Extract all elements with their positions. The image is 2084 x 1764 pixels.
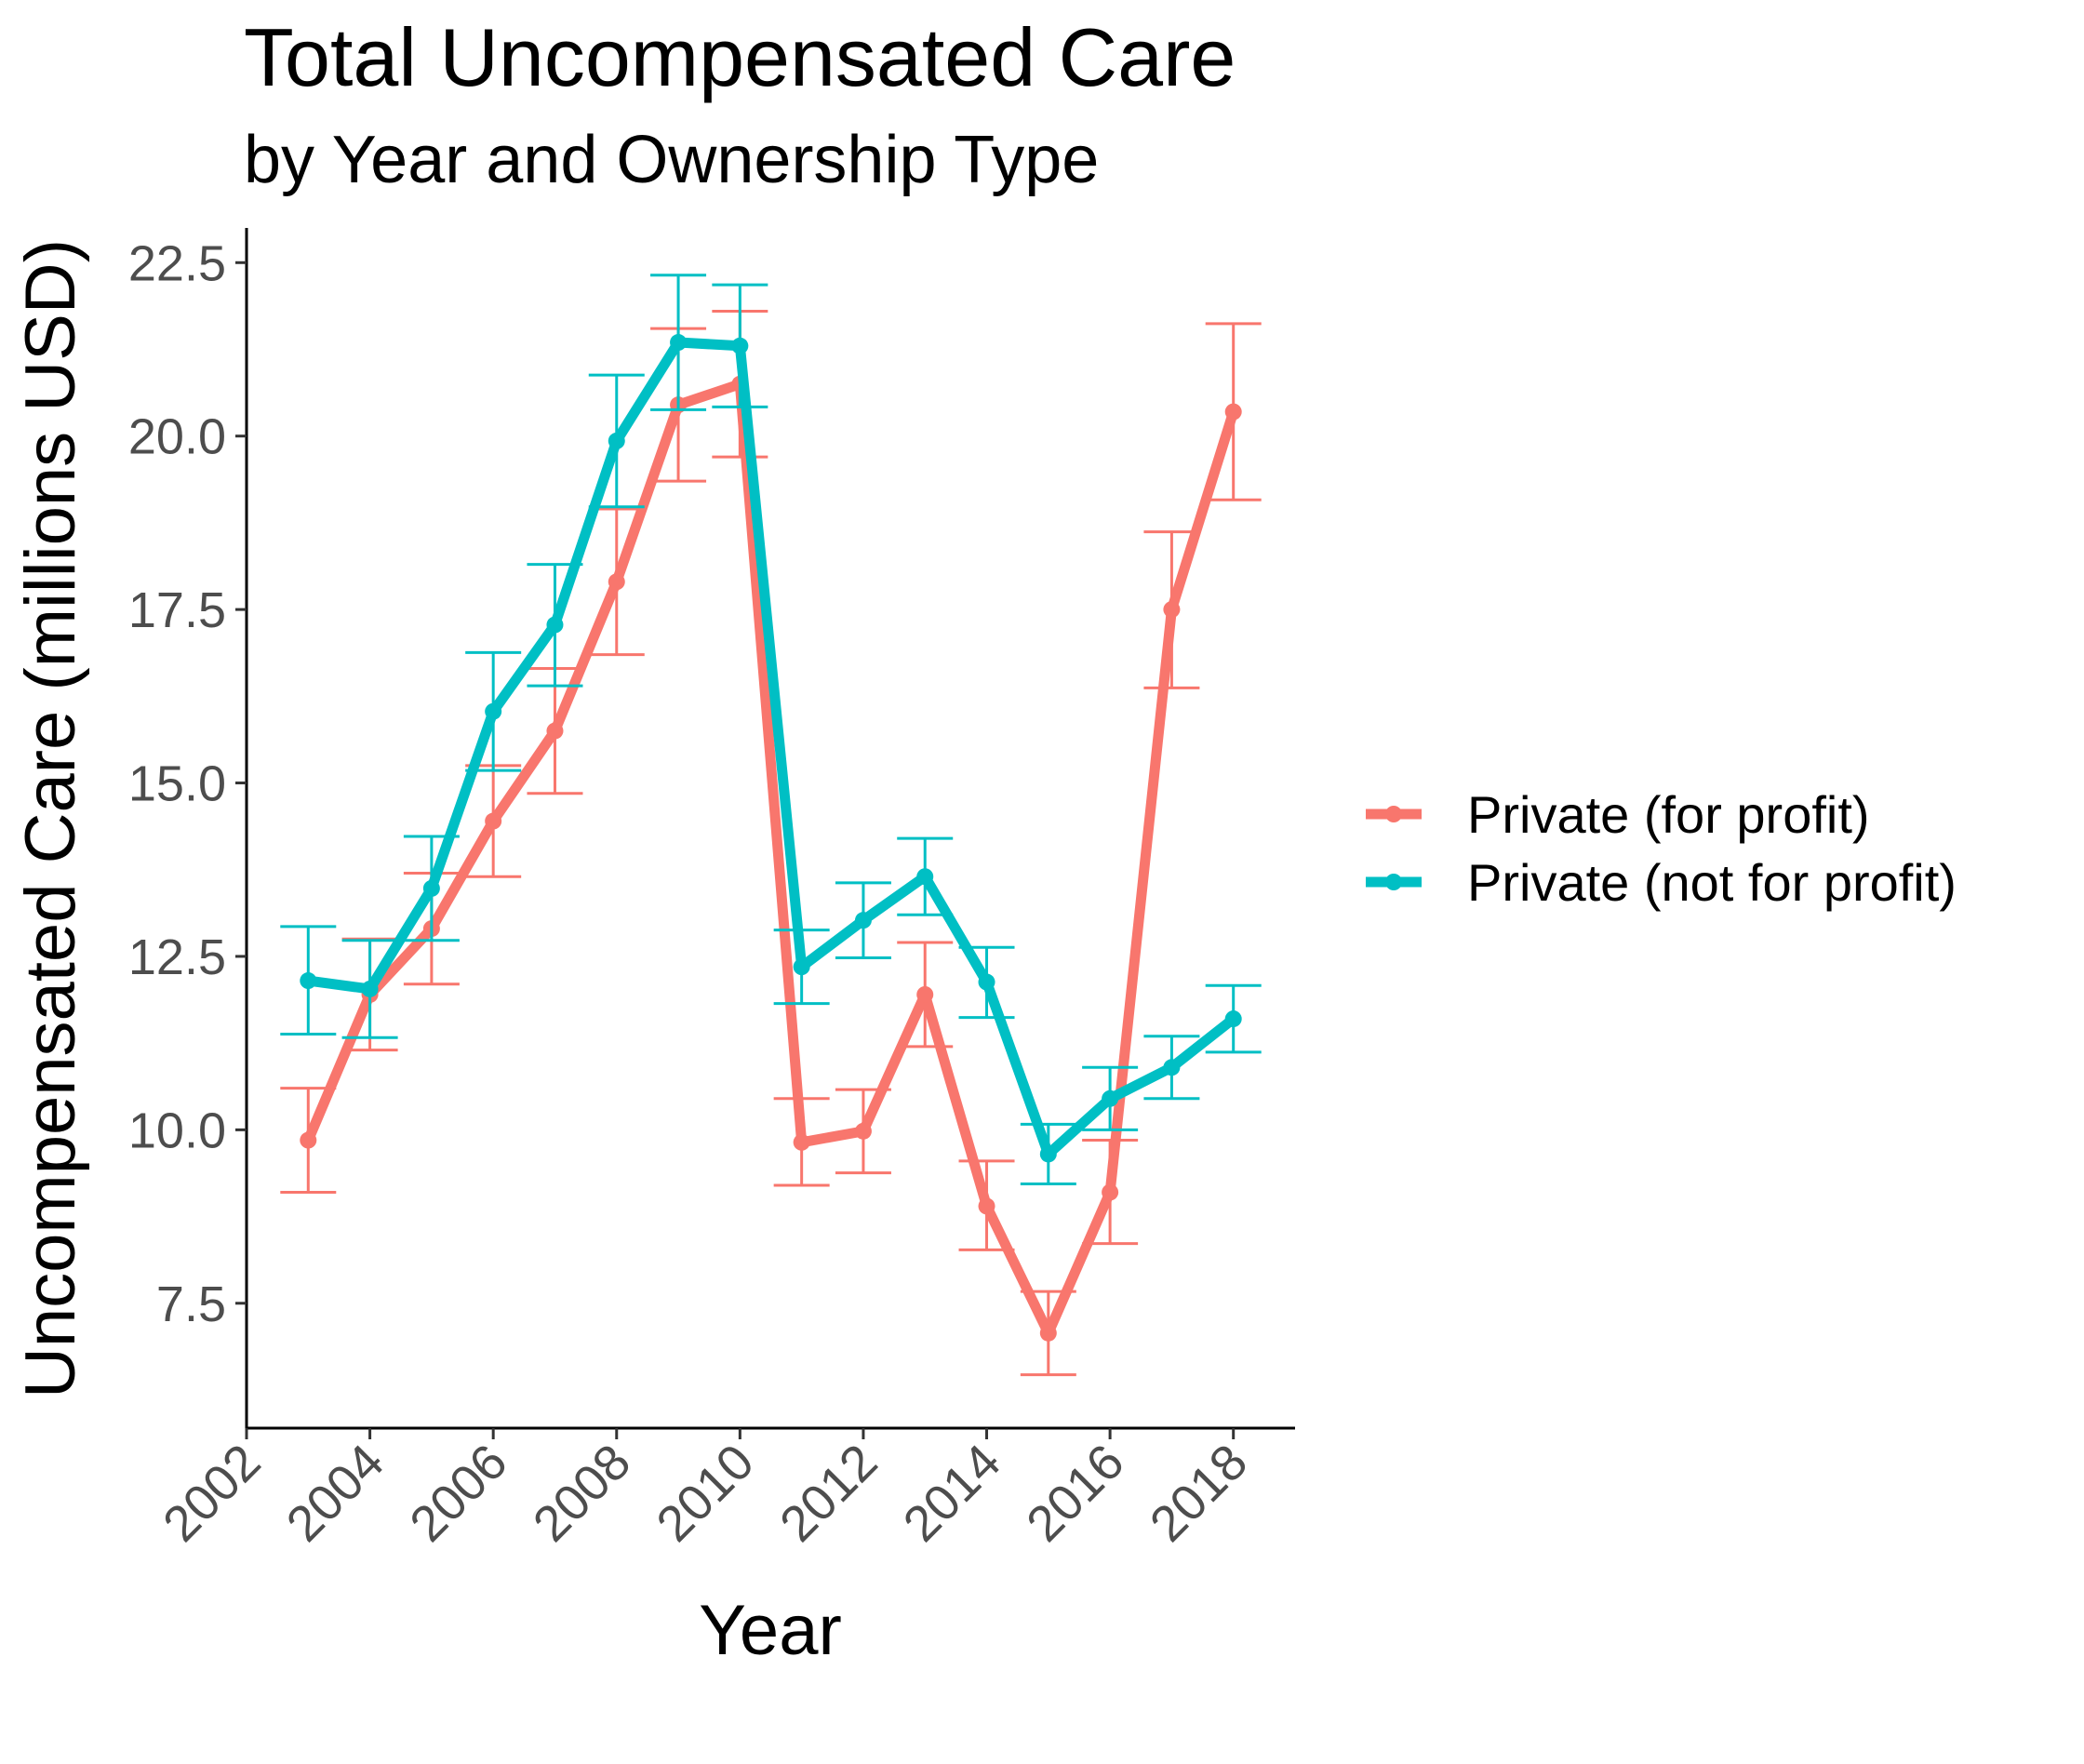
x-tick-label: 2010 xyxy=(646,1434,764,1552)
x-axis-title: Year xyxy=(699,1591,842,1670)
data-point xyxy=(485,812,502,830)
data-point xyxy=(1224,1010,1242,1028)
data-point xyxy=(1102,1183,1119,1201)
data-point xyxy=(916,985,934,1003)
legend-label: Private (not for profit) xyxy=(1467,853,1957,912)
data-point xyxy=(422,879,440,897)
data-point xyxy=(546,616,564,634)
x-tick-label: 2018 xyxy=(1140,1434,1258,1552)
y-tick-label: 10.0 xyxy=(128,1102,226,1158)
legend: Private (for profit) Private (not for pro… xyxy=(1366,785,1957,912)
x-tick-label: 2008 xyxy=(523,1434,641,1552)
data-point xyxy=(854,1122,872,1140)
x-tick-label: 2012 xyxy=(769,1434,888,1552)
series-1 xyxy=(280,309,1262,1377)
data-point xyxy=(854,912,872,929)
data-point xyxy=(300,972,317,990)
data-point xyxy=(361,980,379,997)
data-point xyxy=(1039,1145,1057,1163)
data-point xyxy=(916,868,934,886)
data-point xyxy=(978,1197,995,1215)
x-axis-ticks: 2002 2004 2006 2008 2010 2012 2014 2016 2018 xyxy=(153,1428,1258,1552)
data-point xyxy=(485,702,502,720)
data-point xyxy=(793,958,810,976)
x-tick-label: 2006 xyxy=(399,1434,517,1552)
legend-label: Private (for profit) xyxy=(1467,785,1870,844)
y-tick-label: 12.5 xyxy=(128,929,226,985)
data-point xyxy=(1102,1089,1119,1107)
data-point xyxy=(793,1133,810,1151)
x-tick-label: 2002 xyxy=(153,1434,271,1552)
y-tick-label: 17.5 xyxy=(128,582,226,638)
y-axis-ticks: 7.5 10.0 12.5 15.0 17.5 20.0 22.5 xyxy=(128,235,247,1332)
y-tick-label: 7.5 xyxy=(156,1276,226,1332)
data-point xyxy=(670,334,688,352)
data-point xyxy=(300,1131,317,1149)
y-axis-title: Uncompensated Care (millions USD) xyxy=(11,239,90,1398)
series-line xyxy=(302,379,1239,1339)
y-tick-label: 20.0 xyxy=(128,409,226,465)
y-tick-label: 15.0 xyxy=(128,756,226,812)
y-tick-label: 22.5 xyxy=(128,235,226,291)
x-tick-label: 2004 xyxy=(276,1434,394,1552)
legend-key-point xyxy=(1385,806,1402,822)
legend-item: Private (not for profit) xyxy=(1366,853,1957,912)
series-2 xyxy=(280,274,1262,1186)
series-line xyxy=(302,337,1239,1159)
data-point xyxy=(546,722,564,740)
data-point xyxy=(1224,403,1242,421)
x-tick-label: 2014 xyxy=(893,1434,1011,1552)
data-point xyxy=(731,337,749,354)
legend-key-point xyxy=(1385,874,1402,890)
data-point xyxy=(978,973,995,991)
data-point xyxy=(1163,1059,1181,1076)
data-point xyxy=(1039,1324,1057,1342)
data-point xyxy=(608,432,625,449)
data-point xyxy=(608,573,625,591)
chart-title: Total Uncompensated Care xyxy=(244,11,1236,103)
data-point xyxy=(1163,601,1181,619)
plot-area xyxy=(280,274,1262,1377)
chart-subtitle: by Year and Ownership Type xyxy=(244,123,1099,197)
legend-item: Private (for profit) xyxy=(1366,785,1870,844)
x-tick-label: 2016 xyxy=(1016,1434,1134,1552)
